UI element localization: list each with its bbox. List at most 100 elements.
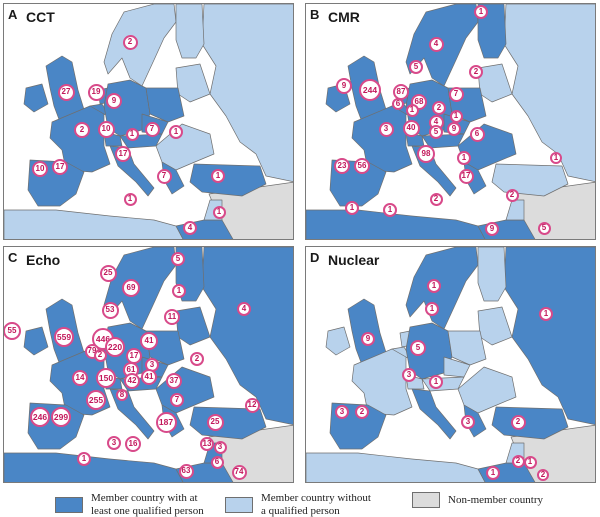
count-bubble: 5 — [410, 340, 426, 356]
count-bubble: 3 — [461, 415, 475, 429]
count-bubble: 2 — [432, 101, 446, 115]
region-finland — [477, 247, 507, 302]
region-baltics — [477, 306, 513, 346]
count-bubble: 1 — [457, 151, 471, 165]
region-balkans — [155, 123, 215, 171]
count-bubble: 8 — [116, 389, 128, 401]
count-bubble: 13 — [200, 437, 214, 451]
region-north-africa — [4, 452, 184, 482]
count-bubble: 68 — [411, 94, 427, 110]
region-russia — [503, 247, 595, 425]
count-bubble: 255 — [86, 390, 106, 410]
region-ireland — [23, 326, 49, 356]
count-bubble: 1 — [383, 203, 397, 217]
count-bubble: 3 — [402, 368, 416, 382]
count-bubble: 1 — [211, 169, 225, 183]
region-russia — [201, 4, 293, 182]
region-france — [351, 348, 413, 416]
count-bubble: 150 — [96, 368, 116, 388]
count-bubble: 1 — [449, 109, 463, 123]
legend-item-non-member: Non-member country — [412, 492, 543, 508]
region-turkey — [189, 163, 267, 197]
region-north-africa — [306, 452, 486, 482]
count-bubble: 1 — [345, 201, 359, 215]
region-ireland — [23, 83, 49, 113]
count-bubble: 4 — [237, 302, 251, 316]
count-bubble: 4 — [428, 36, 444, 52]
count-bubble: 3 — [107, 436, 121, 450]
region-poland — [447, 330, 487, 366]
count-bubble: 2 — [469, 65, 483, 79]
map-nuclear — [306, 247, 595, 482]
count-bubble: 63 — [178, 463, 194, 479]
count-bubble: 1 — [427, 279, 441, 293]
count-bubble: 1 — [429, 375, 443, 389]
count-bubble: 40 — [402, 119, 420, 137]
count-bubble: 1 — [405, 103, 419, 117]
count-bubble: 19 — [87, 83, 105, 101]
count-bubble: 559 — [54, 327, 74, 347]
count-bubble: 6 — [469, 126, 485, 142]
map-panel-nuclear: D Nuclear 1 1 1 9 5 3 1 3 2 3 2 2 1 2 1 — [305, 246, 596, 483]
count-bubble: 23 — [334, 158, 350, 174]
panel-title: Echo — [26, 252, 61, 268]
region-france — [49, 105, 111, 173]
count-bubble: 2 — [122, 34, 138, 50]
count-bubble: 9 — [485, 222, 499, 236]
count-bubble: 1 — [172, 284, 186, 298]
count-bubble: 4 — [183, 221, 197, 235]
count-bubble: 3 — [378, 121, 394, 137]
legend-label-with: Member country with at least one qualifi… — [91, 492, 204, 517]
count-bubble: 16 — [125, 436, 141, 452]
region-north-africa — [4, 209, 184, 239]
count-bubble: 9 — [447, 122, 461, 136]
region-scandinavia — [103, 4, 177, 87]
count-bubble: 1 — [539, 307, 553, 321]
count-bubble: 74 — [231, 464, 247, 480]
count-bubble: 2 — [511, 454, 525, 468]
region-levant — [505, 199, 525, 221]
region-north-africa — [306, 209, 486, 239]
panel-title: CMR — [328, 9, 360, 25]
count-bubble: 53 — [101, 301, 119, 319]
count-bubble: 10 — [32, 161, 48, 177]
count-bubble: 11 — [164, 309, 180, 325]
count-bubble: 55 — [4, 322, 21, 340]
count-bubble: 17 — [52, 159, 68, 175]
map-panel-cmr: B CMR 1 4 5 2 9 244 87 6 68 2 7 1 1 4 5 40 3 9 6 98 23 56 1 17 1 2 1… — [305, 3, 596, 240]
region-poland — [145, 87, 185, 123]
count-bubble: 2 — [74, 122, 90, 138]
count-bubble: 14 — [72, 370, 88, 386]
map-legend: Member country with at least one qualifi… — [0, 488, 600, 517]
count-bubble: 1 — [169, 125, 183, 139]
count-bubble: 56 — [354, 158, 370, 174]
region-baltics — [175, 63, 211, 103]
count-bubble: 5 — [537, 221, 551, 235]
region-italy — [411, 388, 457, 440]
count-bubble: 7 — [170, 393, 184, 407]
count-bubble: 2 — [537, 469, 549, 481]
count-bubble: 37 — [166, 373, 182, 389]
region-baltics — [175, 306, 211, 346]
count-bubble: 7 — [448, 86, 464, 102]
region-scandinavia — [405, 247, 479, 330]
count-bubble: 9 — [361, 332, 375, 346]
panel-letter: D — [310, 250, 320, 265]
count-bubble: 2 — [429, 192, 443, 206]
region-turkey — [189, 406, 267, 440]
count-bubble: 25 — [99, 264, 117, 282]
region-france — [351, 105, 413, 173]
region-turkey — [491, 406, 569, 440]
count-bubble: 10 — [97, 120, 115, 138]
count-bubble: 1 — [123, 192, 137, 206]
region-italy — [109, 388, 155, 440]
count-bubble: 2 — [93, 348, 107, 362]
map-panel-echo: C Echo 5 25 69 1 4 53 11 55 559 446 79 2 220 41 17 61 3 2 14… — [3, 246, 294, 483]
panel-title: CCT — [26, 9, 55, 25]
count-bubble: 98 — [417, 145, 435, 163]
panel-letter: A — [8, 7, 18, 22]
count-bubble: 41 — [140, 332, 158, 350]
count-bubble: 3 — [335, 405, 349, 419]
count-bubble: 25 — [206, 413, 224, 431]
count-bubble: 5 — [171, 252, 185, 266]
